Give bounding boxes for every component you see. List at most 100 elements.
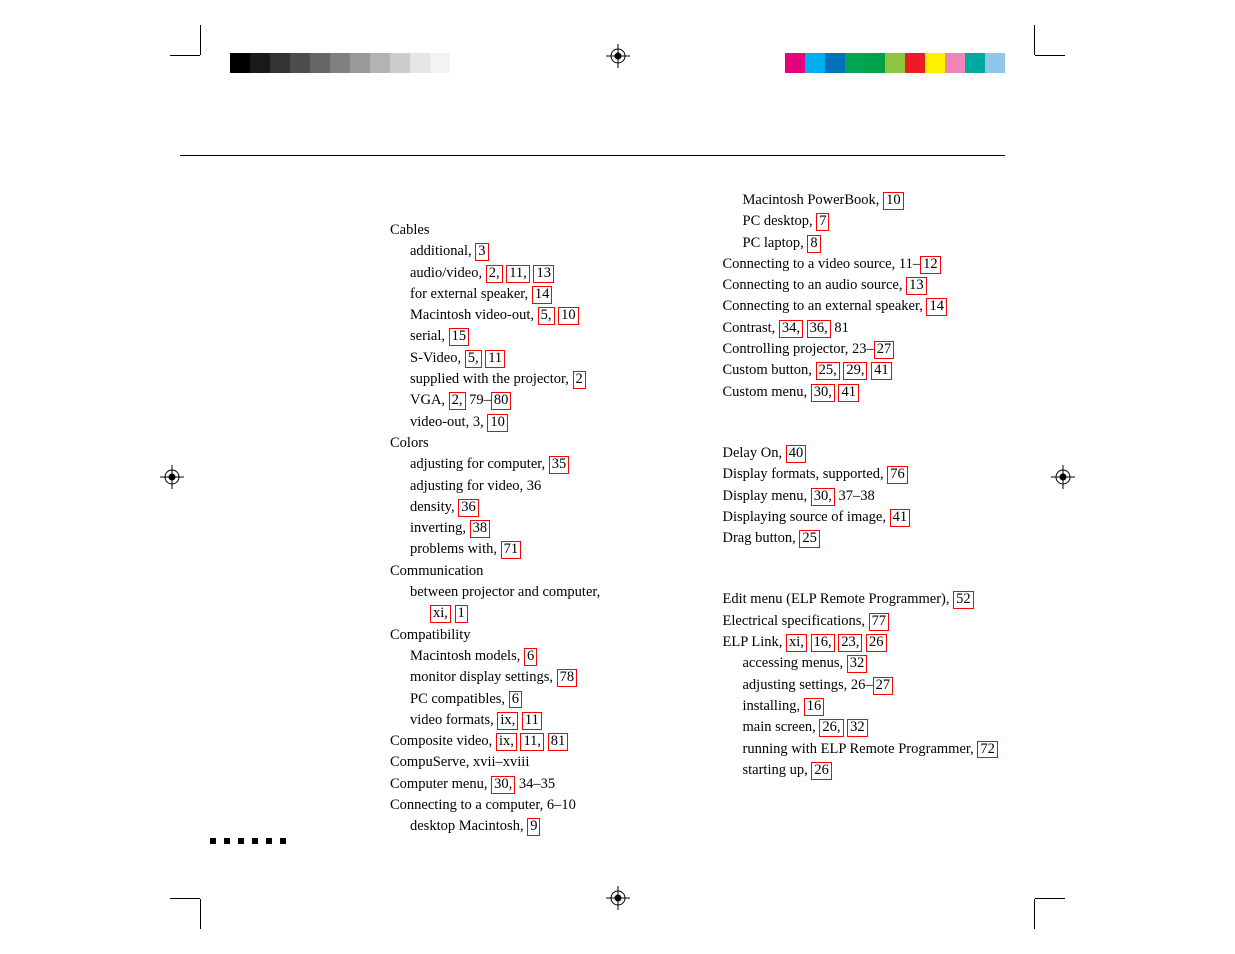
page-link[interactable]: ix, bbox=[496, 733, 517, 751]
page-link[interactable]: ix, bbox=[497, 712, 518, 730]
page-link[interactable]: 13 bbox=[906, 277, 927, 295]
page-link[interactable]: 36 bbox=[458, 499, 479, 517]
index-entry: Drag button, 25 bbox=[723, 528, 1006, 548]
page-link[interactable]: 38 bbox=[470, 520, 491, 538]
page-link[interactable]: 2 bbox=[573, 371, 586, 389]
page-link[interactable]: 29, bbox=[843, 362, 867, 380]
index-entry: Connecting to an audio source, 13 bbox=[723, 275, 1006, 295]
index-entry: video formats, ix, 11 bbox=[390, 710, 673, 730]
page-link[interactable]: 30, bbox=[811, 488, 835, 506]
grayscale-calibration-bar bbox=[230, 53, 470, 73]
index-entry: Contrast, 34, 36, 81 bbox=[723, 318, 1006, 338]
footer-dots-icon bbox=[210, 838, 286, 844]
page-link[interactable]: 30, bbox=[491, 776, 515, 794]
page-link[interactable]: 26 bbox=[811, 762, 832, 780]
page-link[interactable]: 78 bbox=[557, 669, 578, 687]
page-link[interactable]: 11 bbox=[522, 712, 542, 730]
page-link[interactable]: 1 bbox=[455, 605, 468, 623]
page-link[interactable]: 25 bbox=[799, 530, 820, 548]
page-link[interactable]: 6 bbox=[509, 691, 522, 709]
page-link[interactable]: 32 bbox=[847, 719, 868, 737]
page-link[interactable]: 5, bbox=[538, 307, 555, 325]
index-heading: Compatibility bbox=[390, 625, 673, 645]
page-link[interactable]: 7 bbox=[816, 213, 829, 231]
page-link[interactable]: 15 bbox=[449, 328, 470, 346]
index-heading: Cables bbox=[390, 220, 673, 240]
page-link[interactable]: 71 bbox=[501, 541, 522, 559]
page-link[interactable]: 41 bbox=[838, 384, 859, 402]
swatch bbox=[905, 53, 925, 73]
page-link[interactable]: 76 bbox=[887, 466, 908, 484]
index-entry: Custom button, 25, 29, 41 bbox=[723, 360, 1006, 380]
registration-mark-icon bbox=[1051, 465, 1075, 489]
page-link[interactable]: xi, bbox=[786, 634, 807, 652]
page-link[interactable]: 11 bbox=[485, 350, 505, 368]
index-entry: serial, 15 bbox=[390, 326, 673, 346]
swatch bbox=[430, 53, 450, 73]
page-link[interactable]: 72 bbox=[977, 741, 998, 759]
page-link[interactable]: 10 bbox=[487, 414, 508, 432]
page-link[interactable]: 11, bbox=[506, 265, 530, 283]
index-entry: adjusting settings, 26–27 bbox=[723, 675, 1006, 695]
page-link[interactable]: 14 bbox=[926, 298, 947, 316]
page-link[interactable]: 13 bbox=[533, 265, 554, 283]
page-link[interactable]: 77 bbox=[869, 613, 890, 631]
page-link[interactable]: 40 bbox=[786, 445, 807, 463]
page-link[interactable]: 26 bbox=[866, 634, 887, 652]
page-link[interactable]: 26, bbox=[819, 719, 843, 737]
index-entry: Controlling projector, 23–27 bbox=[723, 339, 1006, 359]
page-link[interactable]: 25, bbox=[816, 362, 840, 380]
swatch bbox=[350, 53, 370, 73]
page-link[interactable]: 81 bbox=[548, 733, 569, 751]
page-link[interactable]: 23, bbox=[838, 634, 862, 652]
swatch bbox=[925, 53, 945, 73]
page-link[interactable]: 10 bbox=[883, 192, 904, 210]
page-link[interactable]: 10 bbox=[558, 307, 579, 325]
page-link[interactable]: 16 bbox=[804, 698, 825, 716]
page-link[interactable]: 52 bbox=[953, 591, 974, 609]
page-link[interactable]: xi, bbox=[430, 605, 451, 623]
page-link[interactable]: 5, bbox=[465, 350, 482, 368]
page-link[interactable]: 8 bbox=[807, 235, 820, 253]
page-link[interactable]: 32 bbox=[847, 655, 868, 673]
crop-mark bbox=[1035, 55, 1065, 56]
index-entry: supplied with the projector, 2 bbox=[390, 369, 673, 389]
index-entry: Macintosh video-out, 5, 10 bbox=[390, 305, 673, 325]
swatch bbox=[390, 53, 410, 73]
page-link[interactable]: 2, bbox=[486, 265, 503, 283]
page-link[interactable]: 16, bbox=[811, 634, 835, 652]
color-calibration-bar bbox=[765, 53, 1005, 73]
page-link[interactable]: 9 bbox=[527, 818, 540, 836]
index-entry: PC compatibles, 6 bbox=[390, 689, 673, 709]
page-link[interactable]: 80 bbox=[491, 392, 512, 410]
page-link[interactable]: 14 bbox=[532, 286, 553, 304]
page-link[interactable]: 36, bbox=[807, 320, 831, 338]
index-entry: CompuServe, xvii–xviii bbox=[390, 752, 673, 772]
index-entry: Electrical specifications, 77 bbox=[723, 611, 1006, 631]
index-entry: PC desktop, 7 bbox=[723, 211, 1006, 231]
page-link[interactable]: 30, bbox=[811, 384, 835, 402]
swatch bbox=[230, 53, 250, 73]
index-entry: S-Video, 5, 11 bbox=[390, 348, 673, 368]
page-link[interactable]: 27 bbox=[873, 677, 894, 695]
page-link[interactable]: 41 bbox=[871, 362, 892, 380]
page-link[interactable]: 41 bbox=[890, 509, 911, 527]
index-entry: main screen, 26, 32 bbox=[723, 717, 1006, 737]
page-link[interactable]: 3 bbox=[475, 243, 488, 261]
page-link[interactable]: 35 bbox=[549, 456, 570, 474]
header-rule bbox=[180, 155, 1005, 156]
index-entry: xi, 1 bbox=[390, 603, 673, 623]
page-link[interactable]: 27 bbox=[874, 341, 895, 359]
page-link[interactable]: 34, bbox=[779, 320, 803, 338]
index-content: Cables additional, 3 audio/video, 2, 11,… bbox=[390, 190, 1005, 838]
page-link[interactable]: 11, bbox=[520, 733, 544, 751]
index-entry: additional, 3 bbox=[390, 241, 673, 261]
index-heading: Communication bbox=[390, 561, 673, 581]
page-link[interactable]: 2, bbox=[449, 392, 466, 410]
swatch bbox=[765, 53, 785, 73]
page-link[interactable]: 6 bbox=[524, 648, 537, 666]
index-entry: video-out, 3, 10 bbox=[390, 412, 673, 432]
crop-mark bbox=[170, 55, 200, 56]
page-link[interactable]: 12 bbox=[920, 256, 941, 274]
swatch bbox=[330, 53, 350, 73]
